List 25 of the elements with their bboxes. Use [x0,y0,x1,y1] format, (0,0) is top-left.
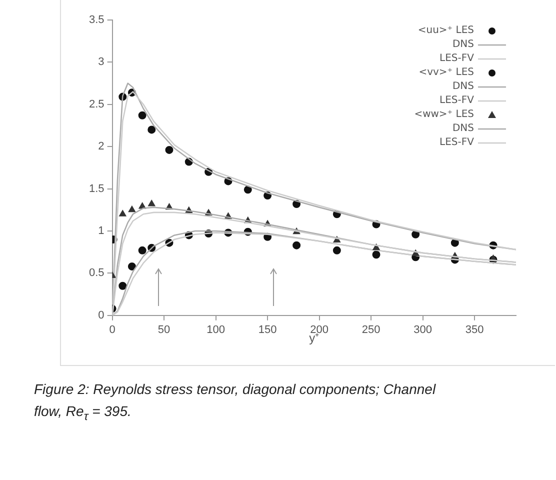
x-tick-label: 50 [158,324,170,336]
x-tick-label: 350 [465,324,484,336]
legend-label: LES-FV [440,136,474,150]
y-tick-label: 3.5 [88,14,104,26]
y-tick-label: 0 [98,309,104,322]
legend-label: LES-FV [440,94,474,108]
legend-label: DNS [452,80,474,94]
legend-label: <ww>⁺ LES [414,108,474,122]
caption: Figure 2: Reynolds stress tensor, diagonal components; Channel flow, Re$_{τ}$ = 395. [34,380,437,425]
legend-label: DNS [452,38,474,52]
legend-label: DNS [452,122,474,136]
x-tick-label: 150 [258,324,277,336]
legend-label: <vv>⁺ LES [418,66,474,80]
y-tick-label: 1.5 [88,182,104,195]
x-tick-label: 300 [414,324,432,336]
x-tick-label: 250 [362,324,380,336]
y-tick-label: 1 [98,225,104,238]
y-tick-label: 0.5 [88,267,104,280]
legend-label: <uu>⁺ LES [418,24,474,38]
x-tick-label: 100 [206,324,225,336]
y-tick-label: 2 [98,140,104,153]
y-tick-label: 2.5 [88,98,104,110]
x-tick-label: 0 [109,324,116,336]
y-tick-label: 3 [98,56,104,68]
legend-label: LES-FV [440,52,474,66]
